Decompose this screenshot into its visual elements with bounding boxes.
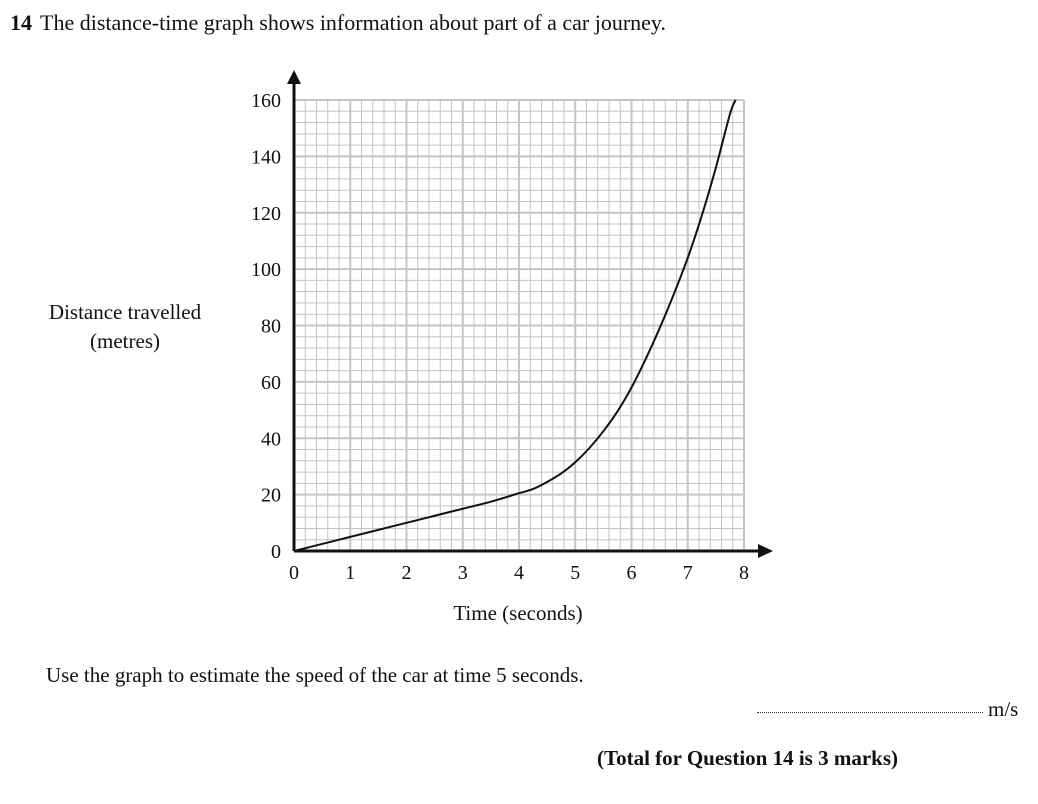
x-tick-label: 0 — [289, 562, 299, 584]
x-tick-label: 5 — [570, 562, 580, 584]
x-tick-label: 4 — [514, 562, 524, 584]
x-tick-label: 1 — [345, 562, 355, 584]
y-tick-label: 0 — [271, 541, 281, 563]
answer-units: m/s — [988, 697, 1019, 721]
distance-curve — [293, 99, 737, 552]
x-tick-label: 2 — [402, 562, 412, 584]
x-axis-arrow — [758, 544, 773, 558]
y-tick-label: 120 — [251, 203, 281, 225]
question-instruction: Use the graph to estimate the speed of t… — [46, 663, 584, 687]
y-axis-arrow — [287, 70, 301, 84]
x-tick-label: 3 — [458, 562, 468, 584]
y-tick-label: 160 — [251, 90, 281, 112]
x-axis-label: Time (seconds) — [453, 601, 583, 625]
question-total: (Total for Question 14 is 3 marks) — [597, 746, 899, 770]
x-tick-label: 8 — [739, 562, 749, 584]
answer-line[interactable] — [757, 712, 983, 713]
y-axis-label: Distance travelled (metres) — [20, 298, 230, 356]
y-tick-label: 40 — [261, 428, 281, 450]
question-number: 14 — [10, 10, 32, 35]
distance-time-chart: 0 20 40 60 80 100 120 140 160 0 1 2 3 4 5 6 7 8 — [251, 70, 773, 584]
x-tick-label: 7 — [683, 562, 693, 584]
y-tick-label: 60 — [261, 372, 281, 394]
y-axis-label-line-1: Distance travelled — [48, 300, 202, 324]
y-tick-label: 80 — [261, 316, 281, 338]
y-tick-label: 20 — [261, 485, 281, 507]
question-header: 14 The distance-time graph shows informat… — [10, 10, 666, 36]
x-tick-label: 6 — [627, 562, 637, 584]
y-tick-label: 100 — [251, 259, 281, 281]
y-tick-label: 140 — [251, 146, 281, 168]
y-axis-label-line-2: (metres) — [90, 329, 160, 353]
question-text: The distance-time graph shows informatio… — [40, 10, 666, 35]
